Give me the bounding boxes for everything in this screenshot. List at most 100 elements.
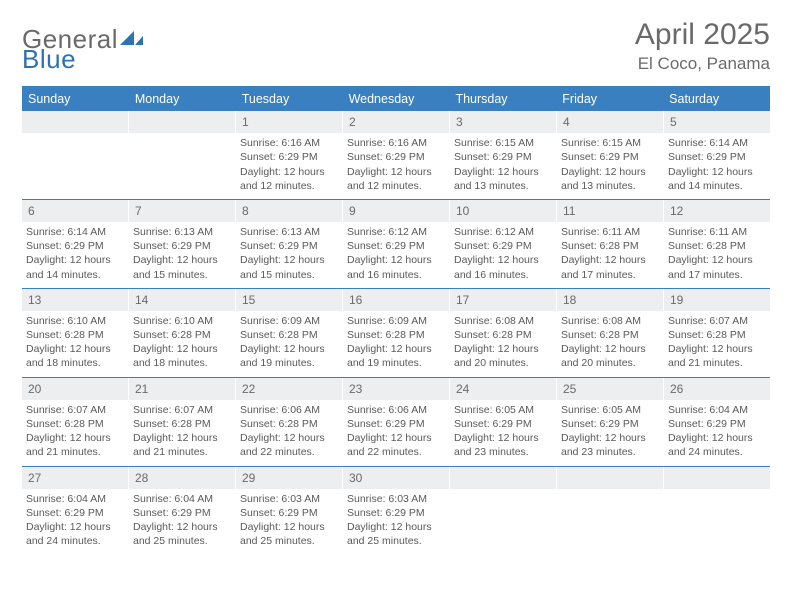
sunset-line: Sunset: 6:29 PM — [561, 417, 659, 431]
dayhead-sunday: Sunday — [22, 88, 129, 110]
day-details: Sunrise: 6:16 AMSunset: 6:29 PMDaylight:… — [236, 133, 342, 193]
calendar-cell: 11Sunrise: 6:11 AMSunset: 6:28 PMDayligh… — [557, 200, 664, 288]
sunrise-line: Sunrise: 6:11 AM — [668, 225, 766, 239]
page-title: April 2025 — [635, 18, 770, 52]
dayhead-friday: Friday — [556, 88, 663, 110]
calendar: Sunday Monday Tuesday Wednesday Thursday… — [22, 86, 770, 554]
daylight-line: Daylight: 12 hours and 23 minutes. — [561, 431, 659, 459]
sunrise-line: Sunrise: 6:15 AM — [561, 136, 659, 150]
sunrise-line: Sunrise: 6:11 AM — [561, 225, 659, 239]
sunrise-line: Sunrise: 6:09 AM — [240, 314, 338, 328]
day-details: Sunrise: 6:10 AMSunset: 6:28 PMDaylight:… — [22, 311, 128, 371]
day-details: Sunrise: 6:06 AMSunset: 6:29 PMDaylight:… — [343, 400, 449, 460]
sunset-line: Sunset: 6:28 PM — [133, 328, 231, 342]
daylight-line: Daylight: 12 hours and 17 minutes. — [561, 253, 659, 281]
sunset-line: Sunset: 6:28 PM — [26, 417, 124, 431]
day-details: Sunrise: 6:08 AMSunset: 6:28 PMDaylight:… — [557, 311, 663, 371]
sunset-line: Sunset: 6:28 PM — [26, 328, 124, 342]
day-details: Sunrise: 6:07 AMSunset: 6:28 PMDaylight:… — [129, 400, 235, 460]
sunrise-line: Sunrise: 6:06 AM — [240, 403, 338, 417]
day-number: 15 — [236, 289, 342, 311]
calendar-week: 1Sunrise: 6:16 AMSunset: 6:29 PMDaylight… — [22, 110, 770, 199]
sunset-line: Sunset: 6:28 PM — [240, 328, 338, 342]
sunrise-line: Sunrise: 6:07 AM — [133, 403, 231, 417]
day-details: Sunrise: 6:07 AMSunset: 6:28 PMDaylight:… — [664, 311, 770, 371]
sunrise-line: Sunrise: 6:16 AM — [240, 136, 338, 150]
sunrise-line: Sunrise: 6:14 AM — [26, 225, 124, 239]
calendar-cell: 26Sunrise: 6:04 AMSunset: 6:29 PMDayligh… — [664, 378, 770, 466]
day-number: 10 — [450, 200, 556, 222]
sunset-line: Sunset: 6:29 PM — [454, 417, 552, 431]
dayhead-thursday: Thursday — [449, 88, 556, 110]
day-number: 12 — [664, 200, 770, 222]
daylight-line: Daylight: 12 hours and 21 minutes. — [668, 342, 766, 370]
daylight-line: Daylight: 12 hours and 12 minutes. — [347, 165, 445, 193]
daylight-line: Daylight: 12 hours and 14 minutes. — [26, 253, 124, 281]
day-number: 23 — [343, 378, 449, 400]
day-details: Sunrise: 6:04 AMSunset: 6:29 PMDaylight:… — [22, 489, 128, 549]
sunrise-line: Sunrise: 6:12 AM — [347, 225, 445, 239]
sunrise-line: Sunrise: 6:06 AM — [347, 403, 445, 417]
sunset-line: Sunset: 6:29 PM — [133, 506, 231, 520]
day-details: Sunrise: 6:13 AMSunset: 6:29 PMDaylight:… — [236, 222, 342, 282]
sunset-line: Sunset: 6:29 PM — [133, 239, 231, 253]
sunset-line: Sunset: 6:29 PM — [347, 239, 445, 253]
sunrise-line: Sunrise: 6:03 AM — [240, 492, 338, 506]
sunrise-line: Sunrise: 6:08 AM — [561, 314, 659, 328]
day-details: Sunrise: 6:05 AMSunset: 6:29 PMDaylight:… — [450, 400, 556, 460]
day-number: 4 — [557, 111, 663, 133]
sunrise-line: Sunrise: 6:07 AM — [668, 314, 766, 328]
calendar-cell: 30Sunrise: 6:03 AMSunset: 6:29 PMDayligh… — [343, 467, 450, 555]
sunset-line: Sunset: 6:29 PM — [240, 506, 338, 520]
day-details: Sunrise: 6:05 AMSunset: 6:29 PMDaylight:… — [557, 400, 663, 460]
sunrise-line: Sunrise: 6:13 AM — [240, 225, 338, 239]
sunrise-line: Sunrise: 6:03 AM — [347, 492, 445, 506]
calendar-cell: 8Sunrise: 6:13 AMSunset: 6:29 PMDaylight… — [236, 200, 343, 288]
calendar-cell: 17Sunrise: 6:08 AMSunset: 6:28 PMDayligh… — [450, 289, 557, 377]
day-number: 29 — [236, 467, 342, 489]
calendar-cell — [664, 467, 770, 555]
day-details: Sunrise: 6:03 AMSunset: 6:29 PMDaylight:… — [343, 489, 449, 549]
day-details: Sunrise: 6:12 AMSunset: 6:29 PMDaylight:… — [450, 222, 556, 282]
day-number: 21 — [129, 378, 235, 400]
day-details: Sunrise: 6:07 AMSunset: 6:28 PMDaylight:… — [22, 400, 128, 460]
calendar-cell: 7Sunrise: 6:13 AMSunset: 6:29 PMDaylight… — [129, 200, 236, 288]
sunset-line: Sunset: 6:29 PM — [240, 150, 338, 164]
day-details: Sunrise: 6:14 AMSunset: 6:29 PMDaylight:… — [664, 133, 770, 193]
calendar-cell — [450, 467, 557, 555]
daylight-line: Daylight: 12 hours and 25 minutes. — [347, 520, 445, 548]
sunset-line: Sunset: 6:28 PM — [133, 417, 231, 431]
day-number: 19 — [664, 289, 770, 311]
sunrise-line: Sunrise: 6:05 AM — [454, 403, 552, 417]
sunset-line: Sunset: 6:29 PM — [454, 239, 552, 253]
day-number: 14 — [129, 289, 235, 311]
day-number: 25 — [557, 378, 663, 400]
dayhead-tuesday: Tuesday — [236, 88, 343, 110]
sunset-line: Sunset: 6:29 PM — [561, 150, 659, 164]
day-number: 11 — [557, 200, 663, 222]
daylight-line: Daylight: 12 hours and 13 minutes. — [454, 165, 552, 193]
day-details: Sunrise: 6:12 AMSunset: 6:29 PMDaylight:… — [343, 222, 449, 282]
calendar-cell: 22Sunrise: 6:06 AMSunset: 6:28 PMDayligh… — [236, 378, 343, 466]
calendar-cell: 13Sunrise: 6:10 AMSunset: 6:28 PMDayligh… — [22, 289, 129, 377]
day-number: 30 — [343, 467, 449, 489]
sunrise-line: Sunrise: 6:12 AM — [454, 225, 552, 239]
daylight-line: Daylight: 12 hours and 18 minutes. — [133, 342, 231, 370]
daylight-line: Daylight: 12 hours and 17 minutes. — [668, 253, 766, 281]
daylight-line: Daylight: 12 hours and 21 minutes. — [133, 431, 231, 459]
daylight-line: Daylight: 12 hours and 25 minutes. — [240, 520, 338, 548]
daylight-line: Daylight: 12 hours and 24 minutes. — [26, 520, 124, 548]
calendar-week: 13Sunrise: 6:10 AMSunset: 6:28 PMDayligh… — [22, 288, 770, 377]
calendar-cell: 19Sunrise: 6:07 AMSunset: 6:28 PMDayligh… — [664, 289, 770, 377]
calendar-body: 1Sunrise: 6:16 AMSunset: 6:29 PMDaylight… — [22, 110, 770, 554]
calendar-cell: 20Sunrise: 6:07 AMSunset: 6:28 PMDayligh… — [22, 378, 129, 466]
calendar-cell: 9Sunrise: 6:12 AMSunset: 6:29 PMDaylight… — [343, 200, 450, 288]
calendar-cell: 6Sunrise: 6:14 AMSunset: 6:29 PMDaylight… — [22, 200, 129, 288]
sunset-line: Sunset: 6:29 PM — [347, 506, 445, 520]
day-details: Sunrise: 6:03 AMSunset: 6:29 PMDaylight:… — [236, 489, 342, 549]
daylight-line: Daylight: 12 hours and 23 minutes. — [454, 431, 552, 459]
sunrise-line: Sunrise: 6:04 AM — [133, 492, 231, 506]
brand-mark-icon — [120, 27, 144, 52]
day-details: Sunrise: 6:11 AMSunset: 6:28 PMDaylight:… — [557, 222, 663, 282]
daylight-line: Daylight: 12 hours and 22 minutes. — [347, 431, 445, 459]
